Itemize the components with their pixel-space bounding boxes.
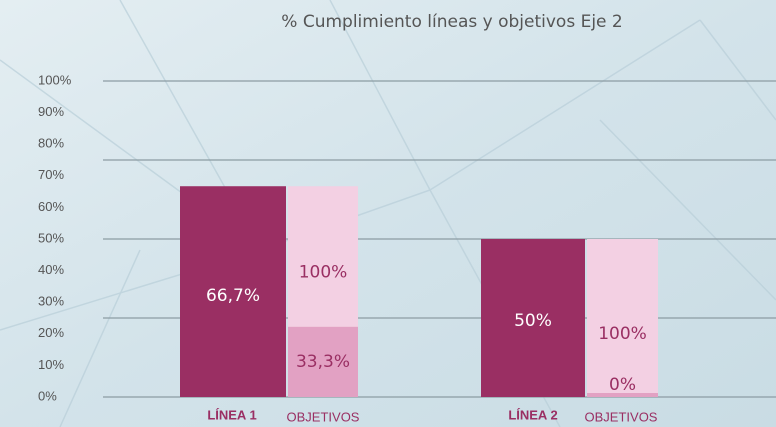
- chart-title: % Cumplimiento líneas y objetivos Eje 2: [281, 12, 622, 32]
- y-tick-label: 90%: [38, 104, 64, 119]
- x-subcategory-label: OBJETIVOS: [585, 409, 658, 424]
- y-tick-label: 10%: [38, 357, 64, 372]
- y-tick-label: 40%: [38, 262, 64, 277]
- objectives-total-label: 100%: [598, 324, 647, 344]
- objectives-achieved-label: 0%: [609, 375, 636, 395]
- line-bar: [180, 186, 286, 397]
- objectives-achieved: [288, 326, 358, 397]
- y-tick-label: 20%: [38, 325, 64, 340]
- y-tick-label: 0%: [38, 388, 57, 403]
- objectives-bar: [587, 239, 658, 397]
- objectives-total-label: 100%: [299, 263, 348, 283]
- line-bar: [481, 239, 585, 397]
- line-value-label: 66,7%: [206, 286, 260, 306]
- y-tick-label: 60%: [38, 199, 64, 214]
- x-category-label: LÍNEA 2: [508, 407, 557, 422]
- y-tick-label: 100%: [38, 72, 72, 87]
- objectives-achieved-label: 33,3%: [296, 352, 350, 372]
- y-tick-label: 30%: [38, 294, 64, 309]
- y-tick-label: 80%: [38, 136, 64, 151]
- line-value-label: 50%: [514, 311, 552, 331]
- objectives-achieved: [587, 393, 658, 397]
- x-category-label: LÍNEA 1: [207, 407, 256, 422]
- y-tick-label: 50%: [38, 230, 64, 245]
- y-tick-label: 70%: [38, 167, 64, 182]
- x-subcategory-label: OBJETIVOS: [287, 409, 360, 424]
